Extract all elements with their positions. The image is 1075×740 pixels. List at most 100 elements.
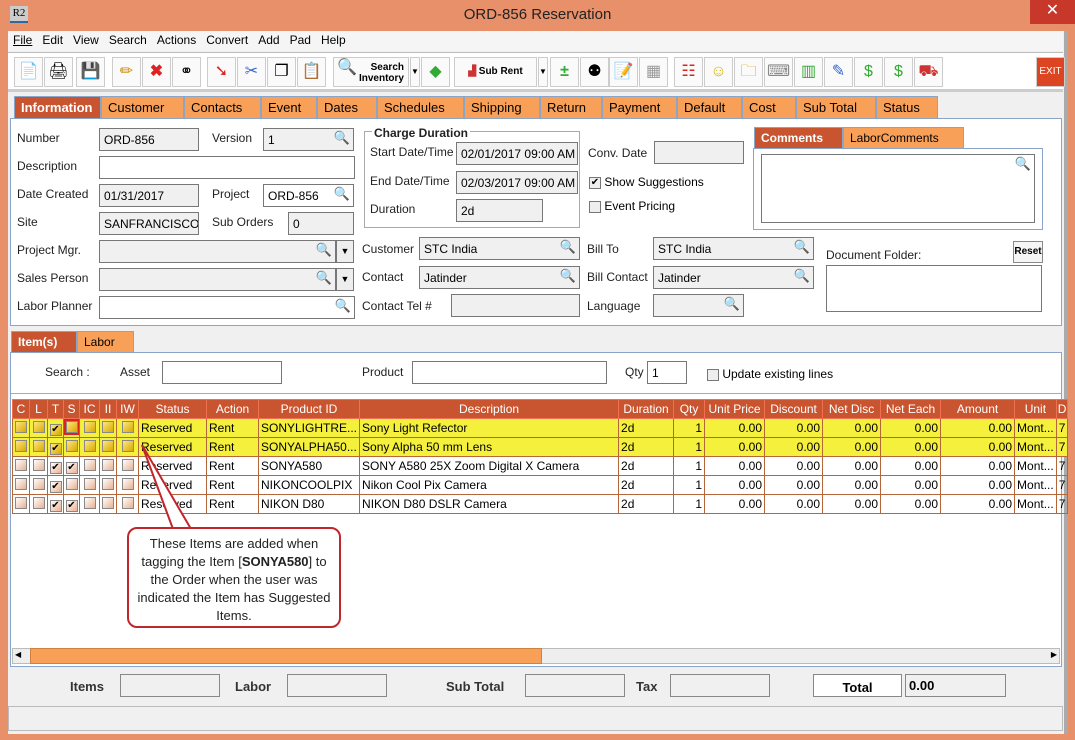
transfer-icon[interactable]: ➘ bbox=[207, 57, 236, 87]
description-cell[interactable]: Nikon Cool Pix Camera bbox=[359, 475, 620, 495]
folder-clock-icon[interactable]: 🗀 bbox=[734, 57, 763, 87]
checkbox-icon[interactable] bbox=[121, 477, 134, 490]
search-icon[interactable]: 🔍 bbox=[1014, 156, 1031, 171]
unit-price-cell[interactable]: 0.00 bbox=[704, 456, 766, 476]
menu-convert[interactable]: Convert bbox=[206, 33, 249, 47]
d-cell[interactable]: 7 bbox=[1055, 494, 1069, 514]
description-cell[interactable]: NIKON D80 DSLR Camera bbox=[359, 494, 620, 514]
qty-cell[interactable]: 1 bbox=[673, 475, 706, 495]
menu-edit[interactable]: Edit bbox=[42, 33, 64, 47]
unit-cell[interactable]: Mont... bbox=[1014, 456, 1057, 476]
net-each-cell[interactable]: 0.00 bbox=[880, 418, 942, 438]
checkbox-icon[interactable] bbox=[121, 439, 134, 452]
tab-information[interactable]: Information bbox=[14, 96, 101, 118]
status-cell[interactable]: Reserved bbox=[138, 418, 207, 438]
checkbox-icon[interactable] bbox=[83, 496, 96, 509]
comments-textarea[interactable]: 🔍 bbox=[761, 154, 1035, 223]
tab-dates[interactable]: Dates bbox=[317, 96, 377, 118]
date-created-field[interactable]: 01/31/2017 bbox=[99, 184, 199, 207]
start-datetime-field[interactable]: 02/01/2017 09:00 AM bbox=[456, 142, 578, 165]
chevron-down-icon[interactable]: ▼ bbox=[336, 240, 354, 263]
qty-input[interactable]: 1 bbox=[647, 361, 687, 384]
tab-cost[interactable]: Cost bbox=[742, 96, 796, 118]
end-datetime-field[interactable]: 02/03/2017 09:00 AM bbox=[456, 171, 578, 194]
search-inventory-button[interactable]: 🔍 Search Inventory bbox=[333, 57, 409, 87]
checkbox-checked-icon[interactable]: ✔ bbox=[49, 423, 62, 436]
column-header[interactable]: L bbox=[29, 399, 48, 419]
action-cell[interactable]: Rent bbox=[206, 418, 259, 438]
table-row[interactable]: ✔ Reserved Rent SONYALPHA50... Sony Alpha 50… bbox=[12, 437, 1069, 457]
tab-status[interactable]: Status bbox=[876, 96, 938, 118]
unit-cell[interactable]: Mont... bbox=[1014, 494, 1057, 514]
checkbox-icon[interactable] bbox=[121, 420, 134, 433]
bill-contact-field[interactable]: Jatinder 🔍 bbox=[653, 266, 814, 289]
sales-person-field[interactable]: 🔍 bbox=[99, 268, 336, 291]
exit-button[interactable]: EXIT bbox=[1036, 57, 1065, 87]
status-cell[interactable]: Reserved bbox=[138, 437, 207, 457]
checkbox-icon[interactable] bbox=[102, 420, 114, 433]
payment-note-icon[interactable]: $ bbox=[884, 57, 913, 87]
checkbox-icon[interactable] bbox=[15, 420, 27, 433]
checkbox-icon[interactable] bbox=[65, 439, 78, 452]
paste-icon[interactable]: 📋 bbox=[297, 57, 326, 87]
column-header[interactable]: Qty bbox=[673, 399, 706, 419]
column-header[interactable]: Duration bbox=[618, 399, 675, 419]
checkbox-icon[interactable] bbox=[32, 477, 45, 490]
event-pricing-checkbox[interactable]: Event Pricing bbox=[589, 199, 675, 213]
checkbox-icon[interactable] bbox=[15, 496, 27, 509]
column-header[interactable]: Unit bbox=[1014, 399, 1057, 419]
checkbox-icon[interactable] bbox=[102, 439, 114, 452]
amount-cell[interactable]: 0.00 bbox=[940, 437, 1016, 457]
net-each-cell[interactable]: 0.00 bbox=[880, 456, 942, 476]
net-disc-cell[interactable]: 0.00 bbox=[822, 475, 882, 495]
amount-cell[interactable]: 0.00 bbox=[940, 475, 1016, 495]
search-icon[interactable]: 🔍 bbox=[334, 298, 351, 313]
description-cell[interactable]: Sony Light Refector bbox=[359, 418, 620, 438]
tab-payment[interactable]: Payment bbox=[602, 96, 677, 118]
checkbox-checked-icon[interactable]: ✔ bbox=[49, 461, 62, 474]
product-id-cell[interactable]: SONYALPHA50... bbox=[257, 437, 361, 457]
site-field[interactable]: SANFRANCISCO bbox=[99, 212, 199, 235]
checkbox-icon[interactable] bbox=[32, 458, 45, 471]
tab-comments[interactable]: Comments bbox=[754, 127, 843, 148]
net-disc-cell[interactable]: 0.00 bbox=[822, 494, 882, 514]
checkbox-icon[interactable] bbox=[83, 420, 96, 433]
menu-search[interactable]: Search bbox=[108, 33, 147, 47]
menu-file[interactable]: File bbox=[13, 33, 33, 47]
checkbox-checked-icon[interactable]: ✔ bbox=[65, 499, 78, 512]
checkbox-icon[interactable] bbox=[32, 496, 45, 509]
unit-price-cell[interactable]: 0.00 bbox=[704, 475, 766, 495]
hierarchy-icon[interactable]: ☷ bbox=[674, 57, 703, 87]
amount-cell[interactable]: 0.00 bbox=[940, 494, 1016, 514]
amount-cell[interactable]: 0.00 bbox=[940, 418, 1016, 438]
project-field[interactable]: ORD-856 🔍 bbox=[263, 184, 354, 207]
show-suggestions-checkbox[interactable]: ✔ Show Suggestions bbox=[589, 175, 704, 189]
language-field[interactable]: 🔍 bbox=[653, 294, 744, 317]
column-header[interactable]: Description bbox=[359, 399, 620, 419]
key-icon[interactable]: ⌨ bbox=[764, 57, 793, 87]
search-icon[interactable]: 🔍 bbox=[333, 130, 350, 145]
column-header[interactable]: S bbox=[63, 399, 80, 419]
checkbox-icon[interactable] bbox=[102, 496, 114, 509]
edit-document-icon[interactable]: ✎ bbox=[824, 57, 853, 87]
tab-schedules[interactable]: Schedules bbox=[377, 96, 464, 118]
edit-pencil-icon[interactable]: ✏ bbox=[112, 57, 141, 87]
truck-icon[interactable]: ⛟ bbox=[914, 57, 943, 87]
tab-items[interactable]: Item(s) bbox=[11, 331, 77, 352]
reset-button[interactable]: Reset bbox=[1013, 241, 1043, 263]
discount-cell[interactable]: 0.00 bbox=[764, 418, 824, 438]
qty-cell[interactable]: 1 bbox=[673, 418, 706, 438]
discount-cell[interactable]: 0.00 bbox=[764, 456, 824, 476]
qty-cell[interactable]: 1 bbox=[673, 456, 706, 476]
convert-shapes-icon[interactable]: ◆ bbox=[421, 57, 450, 87]
add-remove-icon[interactable]: ± bbox=[550, 57, 579, 87]
d-cell[interactable]: 7 bbox=[1055, 437, 1069, 457]
column-header[interactable]: II bbox=[99, 399, 117, 419]
net-each-cell[interactable]: 0.00 bbox=[880, 494, 942, 514]
unit-price-cell[interactable]: 0.00 bbox=[704, 494, 766, 514]
column-header[interactable]: Action bbox=[206, 399, 259, 419]
stacks-icon[interactable]: ▥ bbox=[794, 57, 823, 87]
dropdown-arrow-icon[interactable]: ▼ bbox=[538, 57, 548, 87]
unit-price-cell[interactable]: 0.00 bbox=[704, 418, 766, 438]
